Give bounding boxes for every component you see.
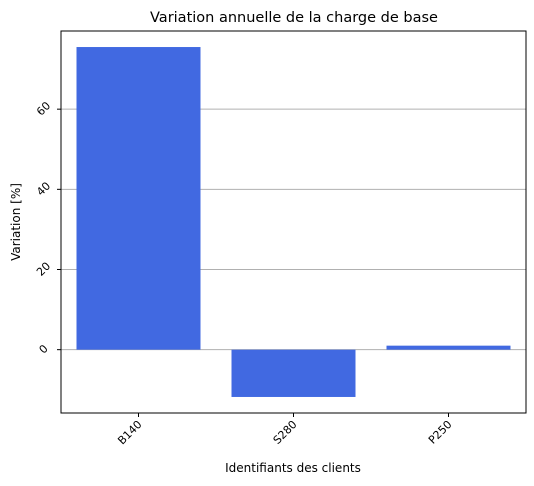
y-tick-label: 0	[37, 342, 51, 356]
bar-b140	[76, 47, 201, 350]
x-tick-label: S280	[271, 418, 300, 447]
x-tick-label: B140	[115, 418, 144, 447]
y-tick-label: 20	[34, 260, 53, 279]
bar-s280	[231, 349, 356, 397]
y-tick-label: 40	[34, 179, 53, 198]
bar-p250	[386, 345, 511, 350]
x-axis-label: Identifiants des clients	[225, 461, 361, 475]
y-axis-label: Variation [%]	[9, 183, 23, 261]
x-ticks: B140 S280 P250	[115, 413, 455, 447]
x-tick-label: P250	[426, 418, 455, 447]
y-ticks: 0 20 40 60	[34, 99, 61, 356]
y-tick-label: 60	[34, 99, 53, 118]
bars	[76, 47, 511, 397]
chart-title: Variation annuelle de la charge de base	[150, 10, 438, 26]
